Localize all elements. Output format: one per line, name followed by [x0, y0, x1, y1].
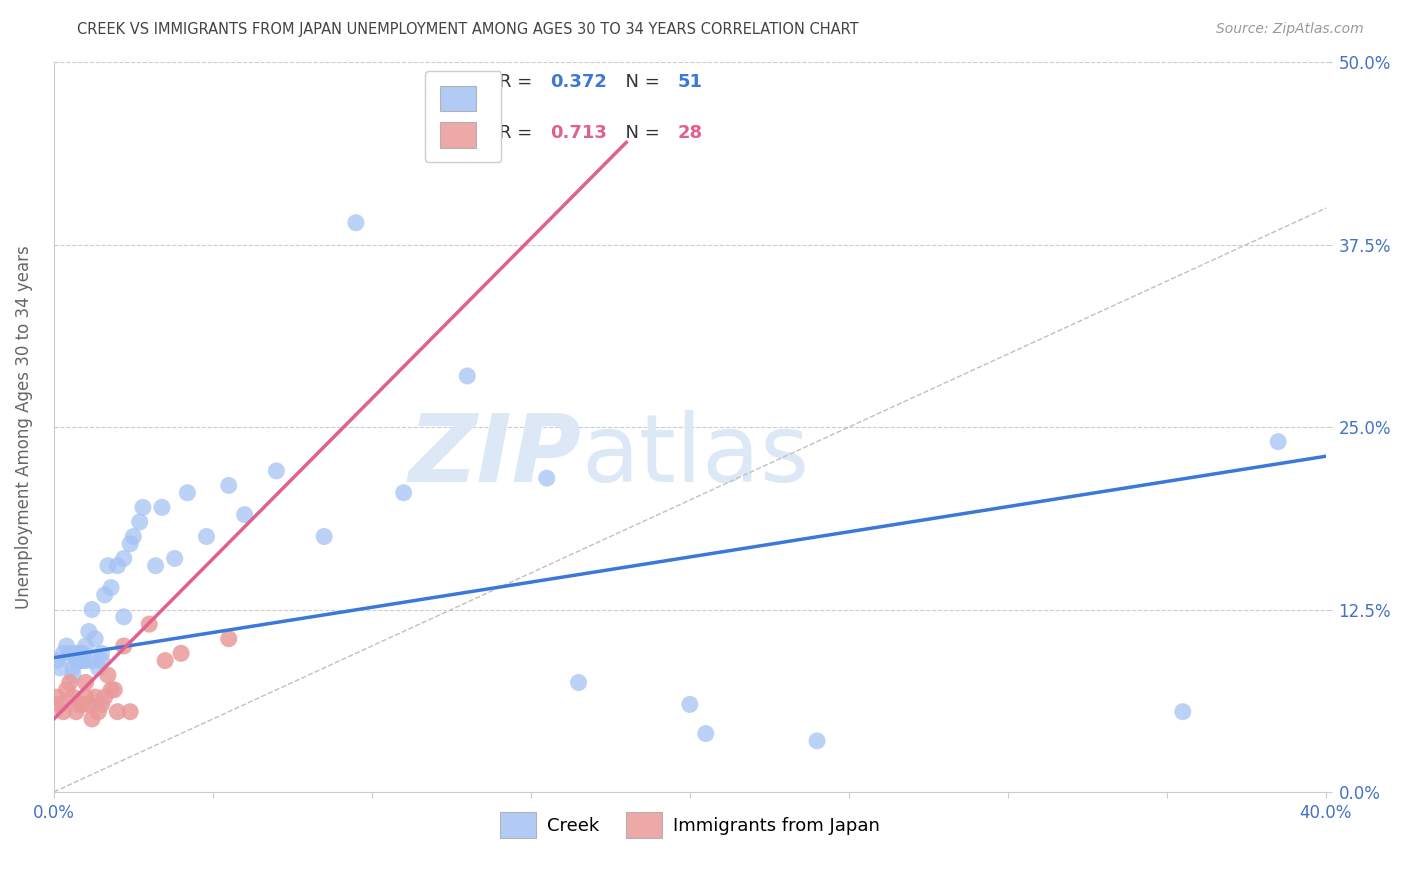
Point — [138, 617, 160, 632]
Point — [52, 646, 75, 660]
Text: Source: ZipAtlas.com: Source: ZipAtlas.com — [1216, 22, 1364, 37]
Point — [49, 661, 72, 675]
Point — [170, 646, 193, 660]
Legend: Creek, Immigrants from Japan: Creek, Immigrants from Japan — [492, 805, 887, 845]
Point — [59, 675, 82, 690]
Point — [176, 485, 198, 500]
Y-axis label: Unemployment Among Ages 30 to 34 years: Unemployment Among Ages 30 to 34 years — [15, 245, 32, 609]
Point — [80, 602, 103, 616]
Point — [84, 632, 107, 646]
Text: N =: N = — [613, 124, 665, 142]
Point — [46, 690, 69, 704]
Point — [695, 726, 717, 740]
Point — [80, 712, 103, 726]
Point — [163, 551, 186, 566]
Point — [65, 646, 87, 660]
Point — [52, 705, 75, 719]
Text: atlas: atlas — [582, 410, 810, 502]
Point — [65, 705, 87, 719]
Point — [233, 508, 256, 522]
Point — [392, 485, 415, 500]
Point — [153, 654, 176, 668]
Point — [128, 515, 150, 529]
Point — [80, 654, 103, 668]
Point — [112, 639, 135, 653]
Point — [806, 734, 828, 748]
Text: 0.372: 0.372 — [550, 73, 607, 91]
Point — [120, 705, 142, 719]
Point — [195, 529, 218, 543]
Point — [100, 581, 122, 595]
Point — [567, 675, 589, 690]
Point — [112, 551, 135, 566]
Point — [536, 471, 558, 485]
Text: ZIP: ZIP — [409, 410, 582, 502]
Point — [72, 646, 94, 660]
Point — [62, 661, 84, 675]
Text: CREEK VS IMMIGRANTS FROM JAPAN UNEMPLOYMENT AMONG AGES 30 TO 34 YEARS CORRELATIO: CREEK VS IMMIGRANTS FROM JAPAN UNEMPLOYM… — [77, 22, 859, 37]
Point — [93, 588, 115, 602]
Point — [62, 668, 84, 682]
Point — [75, 639, 97, 653]
Point — [112, 609, 135, 624]
Point — [84, 690, 107, 704]
Point — [344, 216, 367, 230]
Point — [132, 500, 155, 515]
Point — [77, 698, 100, 712]
Text: 0.713: 0.713 — [550, 124, 607, 142]
Point — [107, 705, 129, 719]
Point — [46, 654, 69, 668]
Point — [1267, 434, 1289, 449]
Point — [90, 646, 112, 660]
Point — [150, 500, 173, 515]
Point — [72, 654, 94, 668]
Point — [218, 478, 240, 492]
Point — [100, 682, 122, 697]
Point — [679, 698, 702, 712]
Point — [49, 698, 72, 712]
Point — [67, 654, 90, 668]
Point — [218, 632, 240, 646]
Point — [456, 368, 478, 383]
Point — [75, 654, 97, 668]
Text: 51: 51 — [678, 73, 702, 91]
Point — [62, 690, 84, 704]
Point — [75, 690, 97, 704]
Point — [425, 99, 447, 113]
Point — [103, 682, 125, 697]
Text: R =: R = — [499, 124, 538, 142]
Point — [120, 537, 142, 551]
Text: N =: N = — [613, 73, 665, 91]
Point — [314, 529, 336, 543]
Point — [1171, 705, 1194, 719]
Point — [97, 668, 120, 682]
Text: 28: 28 — [678, 124, 702, 142]
Point — [59, 646, 82, 660]
Point — [122, 529, 145, 543]
Point — [87, 705, 110, 719]
Point — [87, 661, 110, 675]
Point — [72, 698, 94, 712]
Point — [77, 624, 100, 639]
Point — [107, 558, 129, 573]
Text: R =: R = — [499, 73, 538, 91]
Point — [75, 675, 97, 690]
Point — [266, 464, 288, 478]
Point — [90, 698, 112, 712]
Point — [90, 654, 112, 668]
Point — [55, 639, 77, 653]
Point — [93, 690, 115, 704]
Point — [65, 654, 87, 668]
Point — [97, 558, 120, 573]
Point — [145, 558, 167, 573]
Point — [67, 698, 90, 712]
Point — [67, 646, 90, 660]
Point — [55, 682, 77, 697]
